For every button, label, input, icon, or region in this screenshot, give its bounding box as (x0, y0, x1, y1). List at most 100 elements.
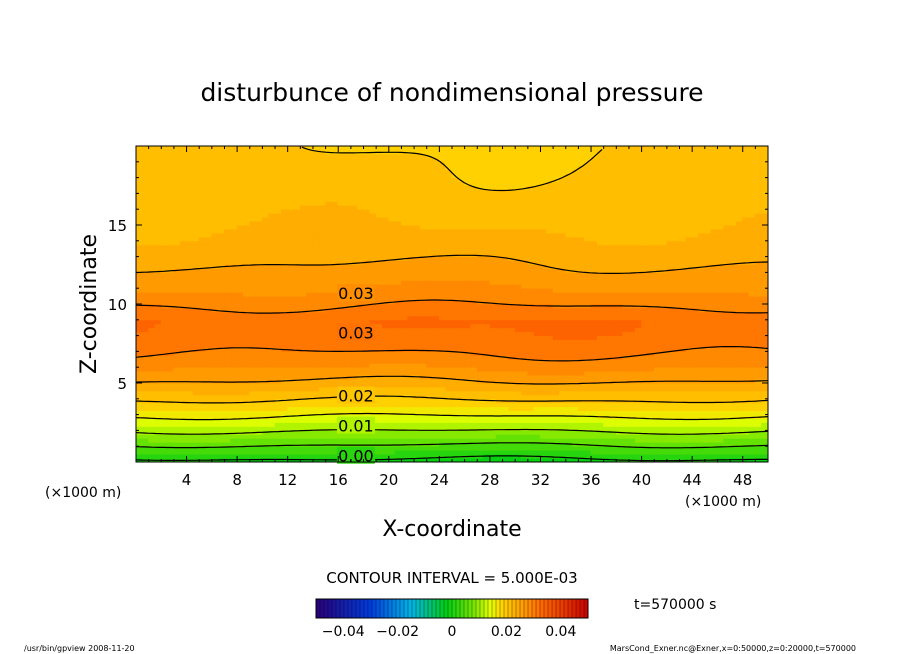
field-cell (609, 283, 617, 289)
field-cell (287, 441, 295, 447)
field-cell (559, 418, 567, 423)
field-cell (192, 386, 200, 392)
field-cell (704, 323, 712, 329)
field-cell (457, 287, 466, 293)
field-cell (470, 358, 478, 364)
field-cell (445, 422, 453, 427)
field-cell (173, 366, 181, 372)
field-cell (312, 386, 320, 392)
field-cell (578, 358, 586, 364)
field-cell (375, 299, 383, 305)
field-cell (470, 433, 478, 439)
field-cell (761, 437, 768, 443)
field-cell (736, 327, 744, 333)
field-cell (293, 287, 301, 293)
field-cell (394, 378, 402, 384)
field-cell (596, 339, 605, 344)
field-cell (615, 410, 624, 415)
field-cell (451, 343, 459, 348)
field-cell (268, 307, 276, 313)
field-cell (179, 374, 187, 380)
field-cell (609, 327, 617, 333)
field-cell (356, 441, 364, 447)
field-cell (198, 299, 206, 305)
field-cell (634, 414, 642, 419)
field-cell (596, 311, 605, 317)
field-cell (331, 445, 339, 451)
field-cell (325, 287, 333, 293)
field-cell (192, 402, 200, 408)
field-cell (445, 335, 453, 340)
field-cell (596, 351, 605, 356)
field-cell (704, 303, 712, 309)
field-cell (312, 374, 320, 380)
field-cell (754, 394, 763, 400)
field-cell (514, 457, 522, 462)
field-cell (559, 339, 567, 344)
field-cell (388, 414, 396, 419)
field-cell (483, 354, 491, 360)
field-cell (603, 311, 611, 317)
field-cell (483, 402, 491, 408)
field-cell (141, 445, 150, 451)
field-cell (596, 449, 605, 455)
field-cell (578, 311, 586, 317)
field-cell (287, 390, 295, 396)
field-cell (748, 358, 756, 364)
field-cell (691, 315, 699, 321)
field-cell (230, 315, 238, 321)
field-cell (641, 430, 649, 435)
field-cell (495, 370, 503, 376)
field-cell (698, 331, 706, 336)
field-cell (173, 327, 181, 333)
field-cell (736, 453, 744, 459)
field-cell (375, 445, 383, 451)
field-cell (641, 441, 649, 447)
field-cell (457, 386, 466, 392)
field-cell (723, 339, 731, 344)
field-cell (761, 382, 768, 388)
field-cell (375, 394, 383, 400)
field-cell (723, 351, 731, 356)
field-cell (660, 394, 668, 400)
field-cell (603, 374, 611, 380)
field-cell (420, 331, 428, 336)
field-cell (293, 291, 301, 297)
field-cell (154, 366, 162, 372)
field-cell (578, 426, 586, 431)
field-cell (407, 283, 415, 289)
field-cell (622, 343, 630, 348)
field-cell (717, 291, 725, 297)
field-cell (173, 323, 181, 329)
field-cell (154, 418, 162, 423)
field-cell (192, 311, 200, 317)
field-cell (438, 426, 447, 431)
field-cell (154, 449, 162, 455)
field-cell (736, 426, 744, 431)
field-cell (609, 422, 617, 427)
field-cell (628, 441, 636, 447)
field-cell (136, 287, 143, 293)
field-cell (729, 366, 737, 372)
field-cell (451, 410, 459, 415)
field-cell (325, 347, 333, 352)
field-cell (306, 374, 314, 380)
field-cell (274, 311, 282, 317)
field-cell (268, 358, 276, 364)
field-cell (698, 291, 706, 297)
field-cell (603, 366, 611, 372)
field-cell (426, 382, 434, 388)
field-cell (160, 390, 168, 396)
field-cell (672, 410, 680, 415)
field-cell (179, 406, 187, 412)
field-cell (495, 287, 503, 293)
field-cell (502, 319, 510, 325)
field-cell (173, 291, 181, 297)
field-cell (394, 279, 402, 285)
field-cell (325, 406, 333, 412)
field-cell (698, 323, 706, 329)
field-cell (394, 382, 402, 388)
field-cell (609, 319, 617, 325)
field-cell (148, 437, 156, 443)
field-cell (704, 287, 712, 293)
